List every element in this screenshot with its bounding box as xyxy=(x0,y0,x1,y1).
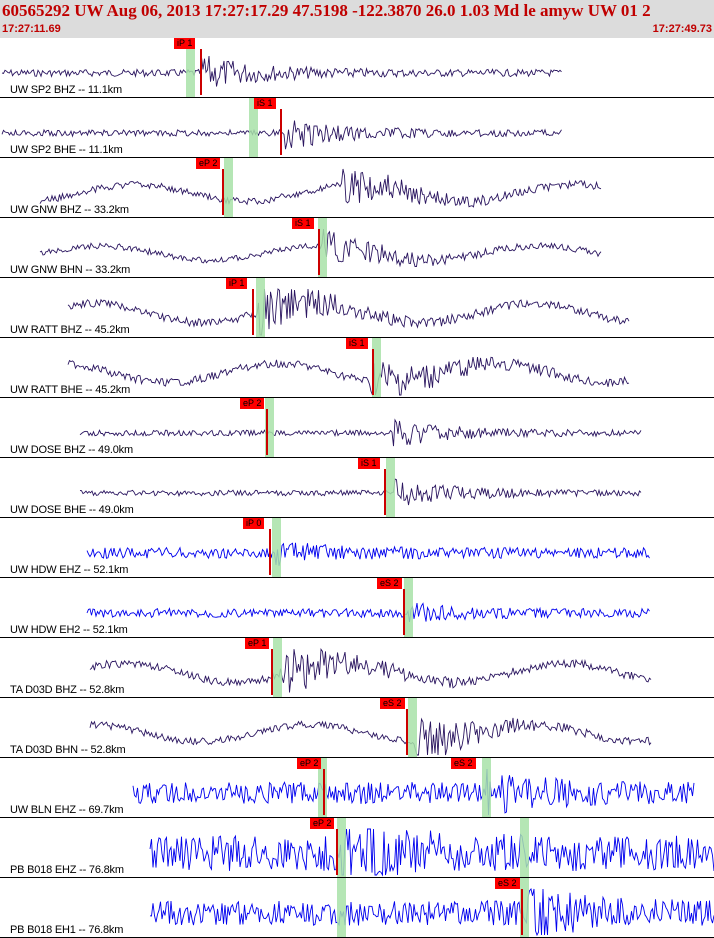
phase-pick-label[interactable]: iS 1 xyxy=(292,218,314,229)
channel-label: UW DOSE BHZ -- 49.0km xyxy=(10,444,133,456)
waveform-trace xyxy=(89,648,652,693)
phase-pick-marker[interactable] xyxy=(521,889,523,935)
channel-label: PB B018 EHZ -- 76.8km xyxy=(10,864,124,876)
phase-pick-label[interactable]: eS 2 xyxy=(451,758,476,769)
arrival-window xyxy=(482,758,491,817)
channel-label: UW GNW BHZ -- 33.2km xyxy=(10,204,129,216)
phase-pick-marker[interactable] xyxy=(280,109,282,155)
arrival-window xyxy=(318,758,327,817)
waveform-trace xyxy=(67,288,630,336)
event-title: 60565292 UW Aug 06, 2013 17:27:17.29 47.… xyxy=(2,1,651,20)
channel-label: UW RATT BHE -- 45.2km xyxy=(10,384,131,396)
channel-label: UW DOSE BHE -- 49.0km xyxy=(10,504,134,516)
channel-label: UW SP2 BHZ -- 11.1km xyxy=(10,84,122,96)
phase-pick-marker[interactable] xyxy=(384,469,386,515)
arrival-window xyxy=(404,578,413,637)
start-time: 17:27:11.69 xyxy=(2,23,61,35)
waveform-trace xyxy=(89,717,652,756)
phase-pick-label[interactable]: eS 2 xyxy=(495,878,520,889)
phase-pick-label[interactable]: eS 2 xyxy=(380,698,405,709)
arrival-window xyxy=(520,818,529,877)
arrival-window xyxy=(318,218,327,277)
waveform-trace xyxy=(39,168,602,208)
phase-pick-label[interactable]: iP 1 xyxy=(226,278,248,289)
channel-label: UW HDW EH2 -- 52.1km xyxy=(10,624,128,636)
waveform-trace xyxy=(67,356,630,396)
phase-pick-marker[interactable] xyxy=(252,289,254,335)
arrival-window xyxy=(337,818,346,877)
phase-pick-label[interactable]: eP 2 xyxy=(310,818,335,829)
arrival-window xyxy=(520,878,529,937)
phase-pick-marker[interactable] xyxy=(269,529,271,575)
phase-pick-label[interactable]: iP 0 xyxy=(243,518,265,529)
phase-pick-marker[interactable] xyxy=(271,649,273,695)
arrival-window xyxy=(272,518,281,577)
phase-pick-label[interactable]: eP 2 xyxy=(196,158,221,169)
channel-label: UW RATT BHZ -- 45.2km xyxy=(10,324,130,336)
arrival-window xyxy=(249,98,258,157)
phase-pick-label[interactable]: eP 2 xyxy=(297,758,322,769)
arrival-window xyxy=(372,338,381,397)
phase-pick-label[interactable]: eP 1 xyxy=(245,638,270,649)
arrival-window xyxy=(386,458,395,517)
channel-label: PB B018 EH1 -- 76.8km xyxy=(10,924,124,936)
phase-pick-marker[interactable] xyxy=(222,169,224,215)
channel-label: UW BLN EHZ -- 69.7km xyxy=(10,804,124,816)
channel-label: UW HDW EHZ -- 52.1km xyxy=(10,564,129,576)
waveform-trace xyxy=(79,418,642,447)
arrival-window xyxy=(186,38,195,97)
seismogram-panel: iP 1 UW SP2 BHZ -- 11.1km iS 1 UW SP2 BHE -… xyxy=(0,38,714,938)
waveform-trace xyxy=(149,888,714,937)
arrival-window xyxy=(256,278,265,337)
waveform-canvas xyxy=(0,55,714,938)
arrival-window xyxy=(265,398,274,457)
waveform-trace xyxy=(79,478,642,506)
end-time: 17:27:49.73 xyxy=(652,23,712,35)
waveform-trace xyxy=(132,768,695,816)
channel-label: TA D03D BHN -- 52.8km xyxy=(10,744,126,756)
waveform-trace xyxy=(86,542,650,566)
phase-pick-marker[interactable] xyxy=(372,349,374,395)
phase-pick-label[interactable]: iS 1 xyxy=(254,98,276,109)
waveform-trace xyxy=(86,602,650,623)
phase-pick-label[interactable]: iS 1 xyxy=(346,338,368,349)
waveform-trace xyxy=(149,828,714,877)
phase-pick-label[interactable]: eS 2 xyxy=(377,578,402,589)
arrival-window xyxy=(408,698,417,757)
phase-pick-marker[interactable] xyxy=(403,589,405,635)
phase-pick-marker[interactable] xyxy=(318,229,320,275)
phase-pick-marker[interactable] xyxy=(200,49,202,95)
arrival-window xyxy=(273,638,282,697)
arrival-window xyxy=(337,878,346,937)
phase-pick-marker[interactable] xyxy=(266,409,268,455)
phase-pick-marker[interactable] xyxy=(406,709,408,755)
phase-pick-label[interactable]: iP 1 xyxy=(174,38,196,49)
phase-pick-label[interactable]: iS 1 xyxy=(358,458,380,469)
phase-pick-marker[interactable] xyxy=(336,829,338,875)
phase-pick-marker[interactable] xyxy=(323,769,325,815)
waveform-trace xyxy=(1,55,562,87)
channel-label: TA D03D BHZ -- 52.8km xyxy=(10,684,125,696)
seismogram-header: 60565292 UW Aug 06, 2013 17:27:17.29 47.… xyxy=(0,0,714,38)
phase-pick-label[interactable]: eP 2 xyxy=(240,398,265,409)
arrival-window xyxy=(224,158,233,217)
channel-label: UW SP2 BHE -- 11.1km xyxy=(10,144,123,156)
channel-label: UW GNW BHN -- 33.2km xyxy=(10,264,131,276)
